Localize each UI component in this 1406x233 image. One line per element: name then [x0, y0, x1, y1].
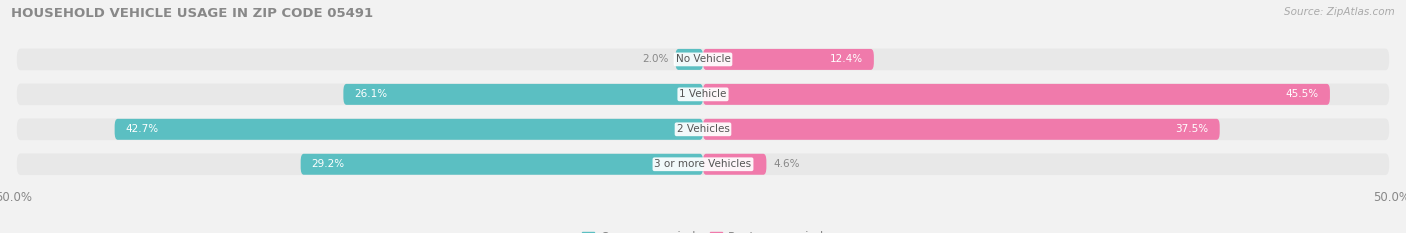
- Text: 4.6%: 4.6%: [773, 159, 800, 169]
- FancyBboxPatch shape: [703, 119, 1219, 140]
- FancyBboxPatch shape: [17, 154, 1389, 175]
- FancyBboxPatch shape: [703, 84, 1330, 105]
- FancyBboxPatch shape: [703, 49, 875, 70]
- Text: 3 or more Vehicles: 3 or more Vehicles: [654, 159, 752, 169]
- Text: 37.5%: 37.5%: [1175, 124, 1209, 134]
- FancyBboxPatch shape: [17, 84, 1389, 105]
- FancyBboxPatch shape: [115, 119, 703, 140]
- FancyBboxPatch shape: [343, 84, 703, 105]
- Text: 42.7%: 42.7%: [125, 124, 159, 134]
- Text: 29.2%: 29.2%: [312, 159, 344, 169]
- FancyBboxPatch shape: [17, 118, 1389, 140]
- FancyBboxPatch shape: [675, 49, 703, 70]
- Text: 12.4%: 12.4%: [830, 55, 863, 64]
- Text: 45.5%: 45.5%: [1286, 89, 1319, 99]
- Text: No Vehicle: No Vehicle: [675, 55, 731, 64]
- Text: 2 Vehicles: 2 Vehicles: [676, 124, 730, 134]
- FancyBboxPatch shape: [301, 154, 703, 175]
- Text: HOUSEHOLD VEHICLE USAGE IN ZIP CODE 05491: HOUSEHOLD VEHICLE USAGE IN ZIP CODE 0549…: [11, 7, 374, 20]
- Legend: Owner-occupied, Renter-occupied: Owner-occupied, Renter-occupied: [578, 226, 828, 233]
- Text: 1 Vehicle: 1 Vehicle: [679, 89, 727, 99]
- Text: Source: ZipAtlas.com: Source: ZipAtlas.com: [1284, 7, 1395, 17]
- Text: 2.0%: 2.0%: [643, 55, 669, 64]
- Text: 26.1%: 26.1%: [354, 89, 388, 99]
- FancyBboxPatch shape: [17, 49, 1389, 70]
- FancyBboxPatch shape: [703, 154, 766, 175]
